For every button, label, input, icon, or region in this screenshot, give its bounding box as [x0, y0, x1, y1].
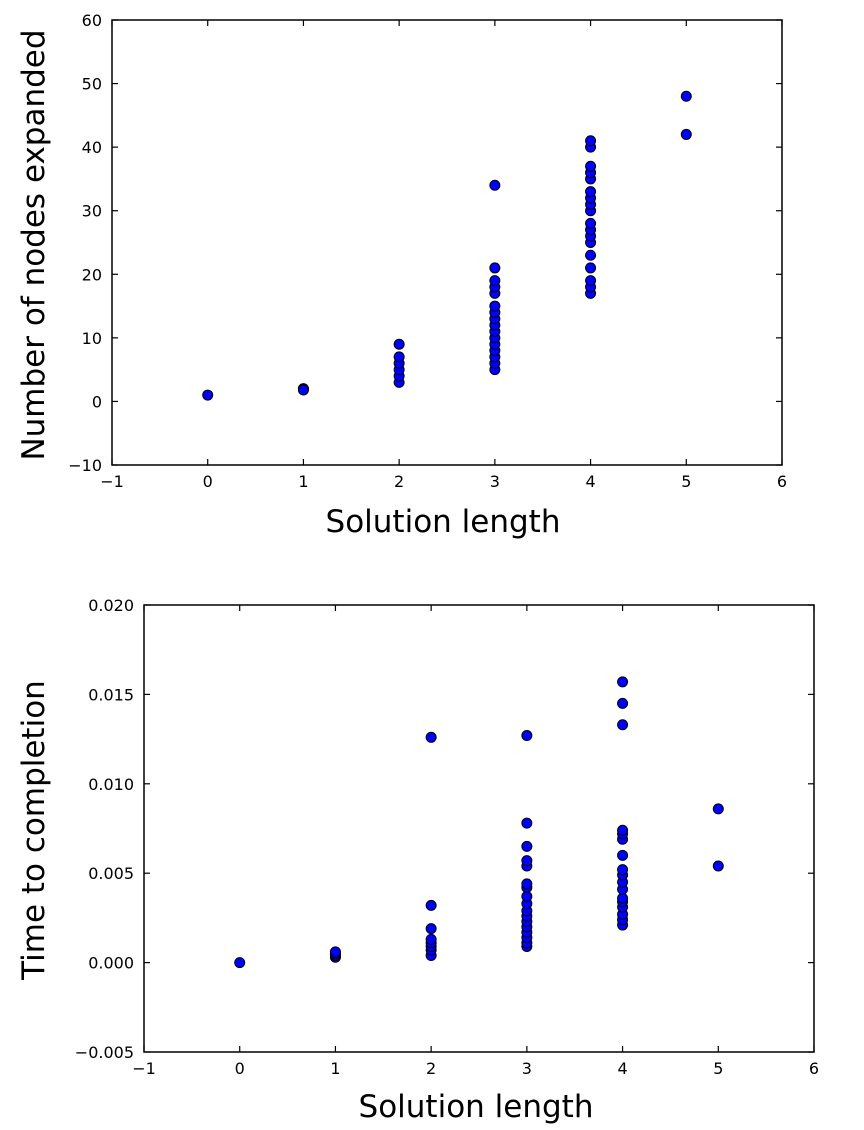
- y-tick-label: 0: [92, 392, 102, 411]
- y-tick-label: 0.000: [88, 954, 134, 973]
- y-tick-label: 50: [82, 75, 102, 94]
- data-point: [489, 179, 501, 191]
- y-tick-label: 20: [82, 265, 102, 284]
- data-points: [202, 90, 692, 401]
- data-points: [234, 676, 724, 969]
- data-point: [585, 135, 597, 147]
- data-point: [712, 803, 724, 815]
- x-tick-label: 0: [235, 1059, 245, 1078]
- data-point: [521, 730, 533, 742]
- plot-frame: [143, 604, 815, 1053]
- data-point: [425, 923, 437, 935]
- y-axis-label: Time to completion: [16, 680, 52, 981]
- data-point: [521, 817, 533, 829]
- y-tick-label: 0.020: [88, 596, 134, 615]
- x-tick-label: 1: [298, 472, 308, 491]
- y-tick-label: 0.010: [88, 775, 134, 794]
- data-point: [585, 262, 597, 274]
- y-axis-ticks: −10 0 10 20 30 40 50 60: [68, 11, 782, 475]
- data-point: [425, 933, 437, 945]
- plot-frame: [111, 19, 783, 466]
- y-tick-label: 0.005: [88, 864, 134, 883]
- data-point: [712, 860, 724, 872]
- data-point: [297, 384, 309, 396]
- data-point: [521, 855, 533, 867]
- data-point: [585, 249, 597, 261]
- x-tick-label: 6: [809, 1059, 819, 1078]
- x-tick-label: 5: [713, 1059, 723, 1078]
- x-tick-label: 4: [617, 1059, 627, 1078]
- data-point: [680, 90, 692, 102]
- x-tick-label: 0: [203, 472, 213, 491]
- data-point: [234, 957, 246, 969]
- y-tick-label: 10: [82, 329, 102, 348]
- x-tick-label: 4: [585, 472, 595, 491]
- x-tick-label: 2: [426, 1059, 436, 1078]
- x-axis-ticks: −1 0 1 2 3 4 5 6: [132, 605, 819, 1078]
- data-point: [425, 731, 437, 743]
- x-tick-label: 3: [522, 1059, 532, 1078]
- y-axis-label: Number of nodes expanded: [16, 29, 52, 460]
- x-tick-label: 1: [330, 1059, 340, 1078]
- x-tick-label: −1: [100, 472, 124, 491]
- y-axis-ticks: −0.005 0.000 0.005 0.010 0.015 0.020: [75, 596, 814, 1062]
- y-tick-label: 30: [82, 202, 102, 221]
- x-tick-label: 5: [681, 472, 691, 491]
- y-tick-label: 40: [82, 138, 102, 157]
- y-tick-label: −10: [68, 456, 102, 475]
- data-point: [617, 824, 629, 836]
- data-point: [393, 351, 405, 363]
- data-point: [202, 389, 214, 401]
- data-point: [425, 899, 437, 911]
- y-tick-label: 60: [82, 11, 102, 30]
- x-tick-label: 6: [777, 472, 787, 491]
- x-axis-ticks: −1 0 1 2 3 4 5 6: [100, 20, 787, 491]
- x-tick-label: 3: [490, 472, 500, 491]
- data-point: [489, 300, 501, 312]
- data-point: [585, 217, 597, 229]
- data-point: [489, 275, 501, 287]
- x-tick-label: 2: [394, 472, 404, 491]
- data-point: [489, 262, 501, 274]
- data-point: [393, 338, 405, 350]
- data-point: [617, 849, 629, 861]
- y-tick-label: 0.015: [88, 685, 134, 704]
- data-point: [521, 878, 533, 890]
- data-point: [329, 946, 341, 958]
- data-point: [585, 160, 597, 172]
- data-point: [617, 719, 629, 731]
- data-point: [585, 186, 597, 198]
- data-point: [617, 864, 629, 876]
- data-point: [617, 676, 629, 688]
- y-tick-label: −0.005: [75, 1043, 134, 1062]
- data-point: [680, 128, 692, 140]
- x-axis-label: Solution length: [326, 504, 561, 540]
- time-to-completion-scatter-plot: −1 0 1 2 3 4 5 6 −0.005 0.000 0.005 0.010 0.015 0.02…: [16, 596, 819, 1125]
- data-point: [617, 697, 629, 709]
- x-tick-label: −1: [132, 1059, 156, 1078]
- data-point: [521, 840, 533, 852]
- data-point: [585, 275, 597, 287]
- x-axis-label: Solution length: [359, 1089, 594, 1125]
